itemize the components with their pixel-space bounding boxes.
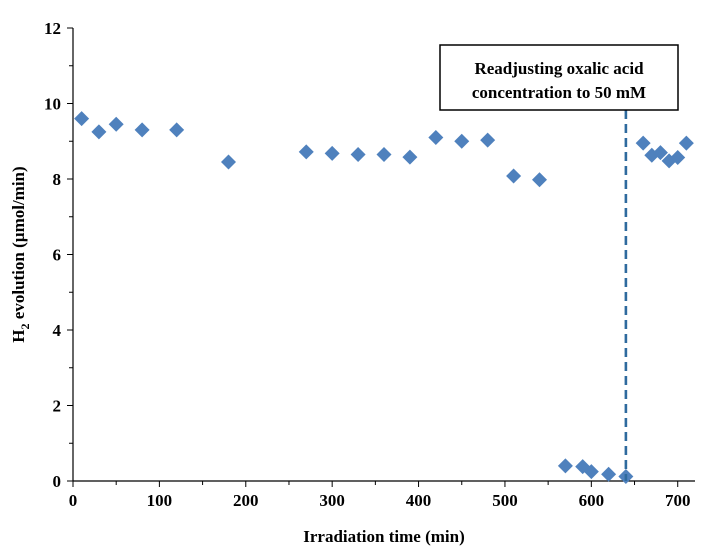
y-tick-label: 12 xyxy=(44,19,61,38)
data-point xyxy=(169,122,185,138)
data-point xyxy=(480,132,496,148)
data-point xyxy=(324,145,340,161)
data-point xyxy=(454,133,470,149)
y-tick-label: 6 xyxy=(53,246,62,265)
data-point xyxy=(635,135,651,151)
annotation-text-line2: concentration to 50 mM xyxy=(472,83,646,102)
data-point xyxy=(221,154,236,170)
x-tick-label: 400 xyxy=(406,491,432,510)
data-point xyxy=(678,135,694,151)
annotation-box xyxy=(439,44,679,111)
data-point xyxy=(670,149,686,165)
data-point xyxy=(350,146,366,162)
data-point xyxy=(601,466,617,482)
y-tick-label: 0 xyxy=(53,472,62,491)
data-points xyxy=(74,111,694,484)
y-tick-label: 2 xyxy=(53,397,62,416)
data-point xyxy=(74,111,90,127)
x-tick-label: 500 xyxy=(492,491,518,510)
data-point xyxy=(557,458,573,474)
x-axis-title: Irradiation time (min) xyxy=(303,527,464,546)
y-tick-label: 10 xyxy=(44,95,61,114)
data-point xyxy=(402,149,418,165)
data-point xyxy=(583,464,599,480)
x-tick-label: 0 xyxy=(69,491,78,510)
y-tick-label: 4 xyxy=(53,321,62,340)
x-tick-label: 300 xyxy=(319,491,345,510)
x-tick-label: 100 xyxy=(147,491,173,510)
data-point xyxy=(506,168,522,184)
data-point xyxy=(134,122,150,138)
y-axis-title-main: H xyxy=(9,329,28,342)
y-axis-title: H2 evolution (µmol/min) xyxy=(9,166,32,342)
x-tick-label: 600 xyxy=(579,491,605,510)
data-point xyxy=(532,172,547,188)
annotation: Readjusting oxalic acid concentration to… xyxy=(439,44,679,481)
data-point xyxy=(376,146,392,162)
annotation-text-line1: Readjusting oxalic acid xyxy=(474,59,644,78)
data-point xyxy=(108,116,124,132)
y-axis-title-rest: evolution (µmol/min) xyxy=(9,166,28,323)
data-point xyxy=(652,145,668,161)
data-point xyxy=(298,144,314,160)
data-point xyxy=(428,129,444,145)
ticks: 0 100 200 300 400 500 600 700 0 2 4 6 8 10 12 xyxy=(44,19,690,510)
x-tick-label: 200 xyxy=(233,491,259,510)
y-axis-title-subscript: 2 xyxy=(18,323,32,329)
data-point xyxy=(91,124,107,140)
y-tick-label: 8 xyxy=(53,170,62,189)
x-tick-label: 700 xyxy=(665,491,691,510)
